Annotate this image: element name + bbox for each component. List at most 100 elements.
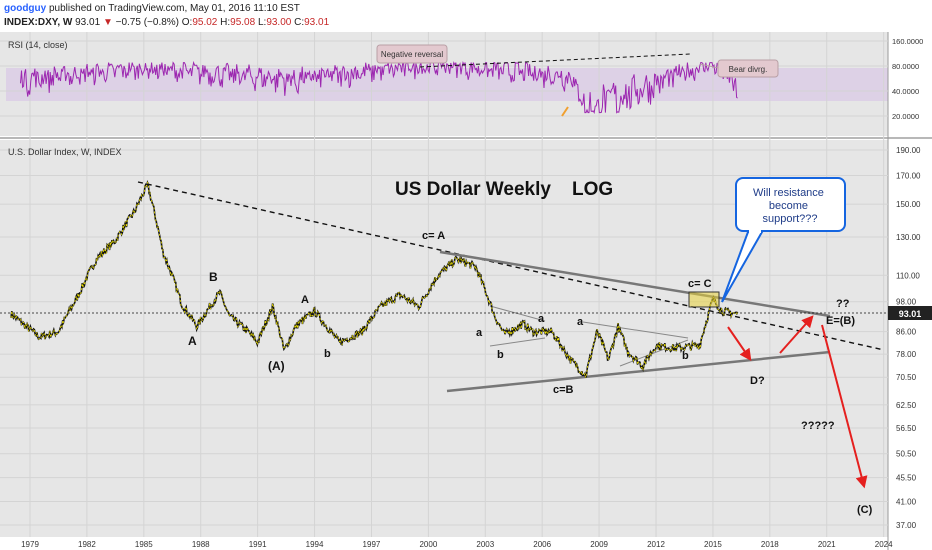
last-price: 93.01 — [75, 17, 101, 28]
x-tick-label: 1982 — [78, 540, 96, 549]
rsi-note-bear-divergence: Bear divrg. — [729, 65, 768, 74]
price-tick-label: 56.50 — [896, 424, 917, 433]
x-tick-label: 1988 — [192, 540, 210, 549]
callout-line-2: become — [769, 200, 808, 212]
right-axis — [888, 32, 932, 550]
rsi-panel-label: RSI (14, close) — [8, 40, 68, 50]
rsi-note-connector — [699, 63, 719, 69]
price-tick-label: 62.50 — [896, 401, 917, 410]
rsi-low-marker — [561, 106, 569, 117]
wave-label-paren-a: (A) — [268, 359, 285, 373]
symbol-line: INDEX:DXY, W 93.01 ▼ −0.75 (−0.8%) O:95.… — [4, 17, 329, 29]
price-tick-label: 130.00 — [896, 233, 921, 242]
x-tick-label: 2018 — [761, 540, 779, 549]
last-price-tag-text: 93.01 — [899, 309, 922, 319]
wave-label-b-3: b — [497, 349, 504, 361]
x-tick-label: 1979 — [21, 540, 39, 549]
price-tick-label: 190.00 — [896, 146, 921, 155]
close-label: C: — [294, 17, 305, 28]
wave-label-question: ?? — [836, 298, 850, 310]
small-channel-bottom — [489, 337, 546, 347]
change-down-icon: ▼ — [102, 17, 113, 28]
x-tick-label: 1994 — [306, 540, 324, 549]
callout-text: Will resistance become support??? — [753, 187, 827, 225]
x-tick-label: 2021 — [818, 540, 836, 549]
wave-label-c-equals-c: c= C — [688, 278, 712, 290]
chart-header: goodguy published on TradingView.com, Ma… — [0, 0, 932, 32]
major-downtrend-line — [137, 181, 885, 351]
wave-label-a-2: a — [476, 327, 483, 339]
open-value: 95.02 — [192, 17, 218, 28]
rsi-divergence-line — [419, 53, 691, 68]
x-tick-label: 1985 — [135, 540, 153, 549]
price-tick-label: 170.00 — [896, 171, 921, 180]
low-label: L: — [257, 17, 267, 28]
price-tick-label: 70.50 — [896, 373, 917, 382]
wave-labels: A B A (A) a b c= A a b c=B a b c= C ?? E… — [188, 230, 873, 516]
price-tick-label: 37.00 — [896, 521, 917, 530]
x-tick-label: 2024 — [875, 540, 893, 549]
price-tick-label: 50.50 — [896, 450, 917, 459]
price-tick-label: 78.00 — [896, 350, 917, 359]
publish-line: goodguy published on TradingView.com, Ma… — [4, 3, 300, 15]
price-tick-label: 41.00 — [896, 497, 917, 506]
rsi-tick-label: 80.0000 — [892, 62, 919, 71]
x-axis-ticks: 1979 1982 1985 1988 1991 1994 1997 2000 2003 2006… — [21, 540, 893, 549]
wave-label-c-equals-a: c= A — [422, 230, 445, 242]
wave-label-big-b: B — [209, 270, 218, 284]
rsi-note-box-1 — [376, 44, 448, 64]
wave-label-paren-c: (C) — [857, 504, 873, 516]
wave-label-b-2: b — [682, 350, 689, 362]
wave-label-b: b — [324, 348, 331, 360]
close-value: 93.01 — [304, 17, 330, 28]
x-tick-label: 1991 — [249, 540, 267, 549]
rsi-axis-ticks: 160.0000 80.0000 40.0000 20.0000 — [892, 37, 923, 121]
red-arrow-down-to-d — [727, 326, 752, 361]
low-value: 93.00 — [266, 17, 292, 28]
published-text: published on TradingView.com, May 01, 20… — [49, 3, 300, 14]
x-tick-label: 1997 — [363, 540, 381, 549]
x-tick-label: 2012 — [647, 540, 665, 549]
price-tick-label: 86.00 — [896, 328, 917, 337]
price-series — [10, 180, 739, 378]
wave-label-many-questions: ????? — [801, 420, 835, 432]
x-tick-label: 2009 — [590, 540, 608, 549]
rsi-series — [20, 60, 738, 115]
price-tick-label: 45.50 — [896, 474, 917, 483]
bottom-axis — [0, 537, 888, 550]
wave-label-c-equals-b: c=B — [553, 384, 574, 396]
rsi-line — [20, 60, 738, 115]
callout-line-1: Will resistance — [753, 187, 824, 199]
wave-label-big-a: A — [188, 334, 197, 348]
callout-box-cover — [749, 228, 761, 233]
x-tick-label: 2000 — [419, 540, 437, 549]
x-tick-label: 2003 — [476, 540, 494, 549]
red-arrow-up-to-e — [779, 315, 814, 354]
price-tick-label: 110.00 — [896, 271, 920, 280]
price-axis-ticks: 190.00 170.00 150.00 130.00 110.00 98.00 86.00… — [896, 146, 921, 530]
last-price-tag — [888, 306, 932, 320]
high-value: 95.08 — [230, 17, 256, 28]
author-link[interactable]: goodguy — [4, 3, 47, 14]
wave-label-e-equals-b: E=(B) — [826, 315, 855, 327]
callout-line-3: support??? — [762, 213, 817, 225]
rsi-tick-label: 160.0000 — [892, 37, 923, 46]
small-channel-top — [489, 305, 546, 322]
price-line — [10, 181, 738, 378]
wave-label-d: D? — [750, 375, 765, 387]
high-label: H: — [220, 17, 231, 28]
x-tick-label: 2015 — [704, 540, 722, 549]
price-tick-label: 98.00 — [896, 298, 917, 307]
rsi-note-box-2 — [717, 59, 779, 78]
open-label: O: — [181, 17, 193, 28]
symbol-label[interactable]: INDEX:DXY, W — [4, 17, 73, 28]
highlight-box — [688, 291, 720, 308]
wave-label-a-3: a — [577, 316, 584, 328]
callout-box — [735, 177, 846, 232]
gridlines — [0, 32, 888, 537]
x-tick-label: 2006 — [533, 540, 551, 549]
rsi-tick-label: 40.0000 — [892, 87, 919, 96]
rsi-note-negative-reversal: Negative reversal — [381, 50, 443, 59]
red-arrow-down-to-c — [821, 324, 868, 489]
